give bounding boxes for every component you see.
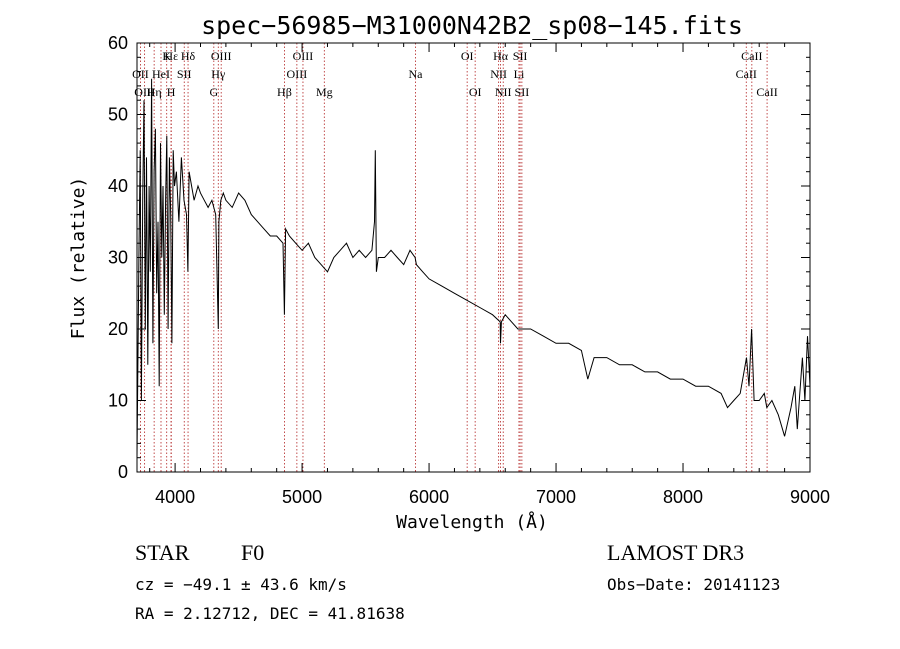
x-tick-label: 7000 — [536, 487, 576, 507]
spectral-line-label: Hη — [147, 85, 162, 99]
spectral-line-label: Hβ — [277, 85, 292, 99]
spectral-line-label: K — [162, 49, 171, 63]
spectral-line-label: CaII — [741, 49, 762, 63]
spectral-line-label: SII — [515, 85, 530, 99]
spectral-line-label: Hε — [164, 49, 178, 63]
x-axis-label: Wavelength (Å) — [396, 511, 548, 533]
spectral-line-label: OIII — [287, 67, 308, 81]
survey-name: LAMOST DR3 — [607, 540, 744, 565]
y-tick-label: 40 — [108, 176, 128, 196]
spectral-line-label: CaII — [736, 67, 757, 81]
y-tick-label: 50 — [108, 105, 128, 125]
spectral-line-label: NII — [495, 85, 512, 99]
obs-date: Obs−Date: 20141123 — [607, 575, 780, 594]
x-tick-label: 9000 — [790, 487, 830, 507]
spectral-line-label: OIII — [134, 85, 155, 99]
spectral-line-markers — [140, 43, 768, 472]
x-axis-ticks: 4000 5000 6000 7000 8000 9000 — [149, 43, 830, 507]
y-tick-label: 10 — [108, 391, 128, 411]
spectral-line-label: Hγ — [211, 67, 226, 81]
spectral-line-label: OII — [132, 67, 149, 81]
spectral-line-labels: HεK Hδ OIII OIII OI Hα SII CaII OII HeI SII Hγ OIII N… — [132, 49, 778, 99]
spectral-line-label: OIII — [211, 49, 232, 63]
y-tick-label: 0 — [118, 462, 128, 482]
plot-frame — [136, 42, 811, 473]
spectral-line-label: Na — [408, 67, 423, 81]
y-axis-label: Flux (relative) — [68, 177, 89, 340]
object-class: STAR — [135, 540, 190, 565]
spectral-line-label: SII — [177, 67, 192, 81]
x-tick-label: 8000 — [663, 487, 703, 507]
spectral-line-label: H — [167, 85, 176, 99]
spectral-line-label: CaII — [756, 85, 777, 99]
spectral-line-label: Hα — [493, 49, 509, 63]
spectral-line-label: OIII — [293, 49, 314, 63]
y-tick-label: 30 — [108, 248, 128, 268]
spectrum-line — [136, 78, 811, 458]
spectral-line-label: NII — [490, 67, 507, 81]
spectral-line-label: OI — [461, 49, 474, 63]
y-tick-label: 20 — [108, 319, 128, 339]
x-tick-label: 4000 — [155, 487, 195, 507]
spectral-line-label: Li — [514, 67, 525, 81]
spectral-line-label: OI — [469, 85, 482, 99]
coordinates: RA = 2.12712, DEC = 41.81638 — [135, 604, 405, 623]
spectral-line-label: HeI — [152, 67, 170, 81]
spectral-line-label: Hδ — [181, 49, 196, 63]
y-tick-label: 60 — [108, 33, 128, 53]
spectral-line-label: G — [209, 85, 218, 99]
redshift-text: cz = −49.1 ± 43.6 km/s — [135, 575, 347, 594]
object-subclass: F0 — [241, 540, 264, 565]
spectral-line-label: SII — [513, 49, 528, 63]
spectral-line-label: Mg — [316, 85, 333, 99]
chart-title: spec−56985−M31000N42B2_sp08−145.fits — [201, 11, 743, 40]
x-tick-label: 6000 — [409, 487, 449, 507]
x-tick-label: 5000 — [282, 487, 322, 507]
y-axis-ticks: 0 10 20 30 40 50 60 — [108, 33, 810, 482]
